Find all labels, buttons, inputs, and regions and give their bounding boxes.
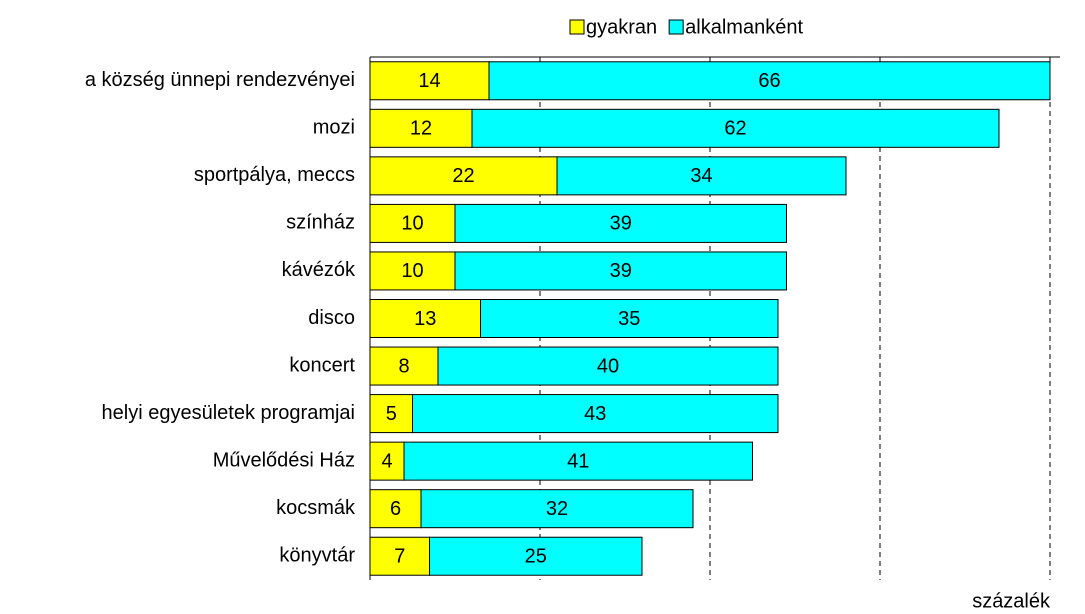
data-label: 7 xyxy=(394,546,405,568)
data-label: 8 xyxy=(398,355,409,377)
y-tick-label: kocsmák xyxy=(276,497,356,519)
bar xyxy=(369,394,413,434)
y-tick-label: kávézók xyxy=(282,259,356,281)
bar xyxy=(369,251,456,291)
bar xyxy=(437,346,779,386)
data-label: 41 xyxy=(567,450,589,472)
data-label: 4 xyxy=(381,450,392,472)
data-label: 66 xyxy=(758,70,780,92)
y-tick-label: a község ünnepi rendezvényei xyxy=(85,69,355,91)
bar xyxy=(454,251,787,291)
data-label: 39 xyxy=(610,260,632,282)
data-label: 6 xyxy=(390,498,401,520)
bar xyxy=(369,61,490,101)
data-label: 40 xyxy=(597,355,619,377)
y-tick-label: sportpálya, meccs xyxy=(194,164,355,186)
data-label: 14 xyxy=(418,70,440,92)
data-label: 43 xyxy=(584,403,606,425)
bar xyxy=(488,61,1051,101)
bar xyxy=(369,346,439,386)
legend-swatch xyxy=(569,19,585,35)
bar xyxy=(471,108,1000,148)
bar xyxy=(369,156,558,196)
data-label: 10 xyxy=(401,213,423,235)
data-label: 12 xyxy=(410,118,432,140)
data-label: 22 xyxy=(452,165,474,187)
data-label: 62 xyxy=(724,118,746,140)
y-tick-label: helyi egyesületek programjai xyxy=(102,402,355,424)
data-label: 10 xyxy=(401,260,423,282)
legend-label: gyakran xyxy=(586,16,657,38)
data-label: 13 xyxy=(414,308,436,330)
bar xyxy=(369,441,405,481)
y-tick-label: mozi xyxy=(313,117,355,139)
bar xyxy=(420,489,694,529)
legend-label: alkalmanként xyxy=(685,16,803,38)
bar xyxy=(480,299,779,338)
bar xyxy=(556,156,847,196)
data-label: 25 xyxy=(525,546,547,568)
y-tick-label: színház xyxy=(286,212,355,234)
legend-swatch xyxy=(668,19,684,35)
data-label: 5 xyxy=(386,403,397,425)
bar xyxy=(454,203,787,243)
y-tick-label: könyvtár xyxy=(279,545,355,567)
data-label: 39 xyxy=(610,213,632,235)
y-tick-label: Művelődési Ház xyxy=(213,449,355,471)
data-label: 34 xyxy=(690,165,712,187)
bar xyxy=(369,489,422,529)
data-label: 32 xyxy=(546,498,568,520)
bar xyxy=(403,441,753,481)
x-axis-label: százalék xyxy=(972,590,1051,612)
y-tick-label: disco xyxy=(308,307,355,329)
y-tick-label: koncert xyxy=(289,354,355,376)
bar xyxy=(412,394,779,434)
bar xyxy=(429,536,643,576)
data-label: 35 xyxy=(618,308,640,330)
